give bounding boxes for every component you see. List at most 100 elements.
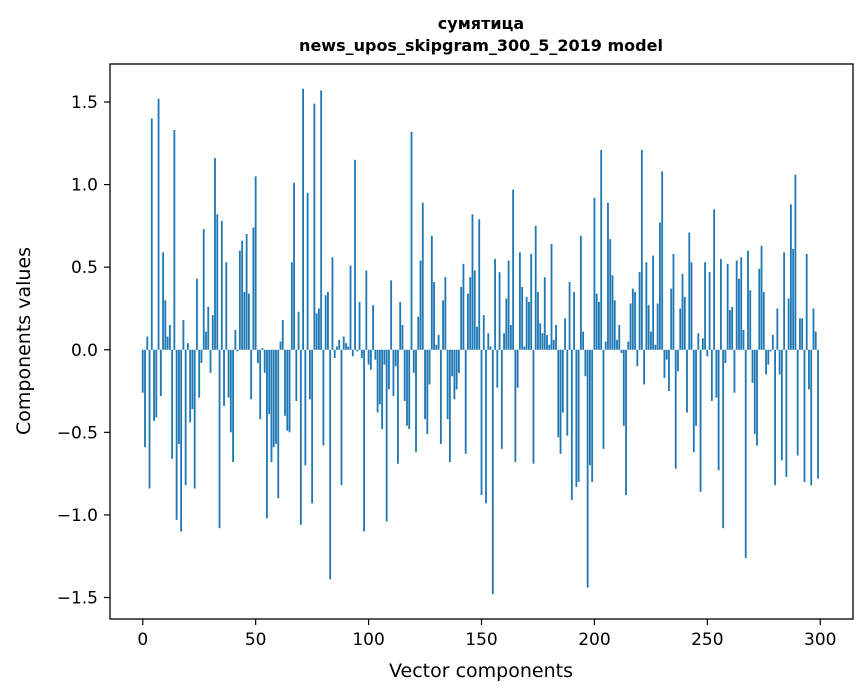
bar (209, 349, 212, 373)
bar (516, 349, 519, 388)
bar (448, 349, 451, 463)
bar (523, 346, 526, 350)
bar (257, 349, 259, 363)
bar (340, 349, 343, 486)
bar (586, 349, 589, 588)
bar (338, 339, 341, 350)
bar (187, 343, 189, 350)
bar (302, 88, 304, 350)
bar (354, 159, 356, 350)
y-tick-label: −1.5 (57, 589, 98, 609)
bar (464, 349, 467, 454)
bar (462, 263, 465, 350)
bar (683, 296, 686, 350)
bar (415, 349, 417, 453)
bar (347, 346, 350, 350)
bar (670, 288, 673, 350)
bar (243, 291, 246, 350)
bar (534, 225, 537, 350)
bar (579, 235, 582, 350)
bar (751, 349, 754, 383)
bar (528, 301, 530, 350)
bar (778, 349, 781, 375)
bar (272, 349, 275, 448)
y-tick-label: 1.0 (71, 176, 98, 196)
bar (548, 344, 551, 350)
bar (351, 349, 354, 357)
bar (390, 280, 393, 350)
bar (238, 250, 241, 350)
bar (166, 336, 169, 350)
bar (677, 349, 679, 372)
bar (740, 257, 743, 350)
bar (327, 291, 329, 350)
bar (765, 349, 767, 375)
bar (780, 349, 783, 461)
bar (406, 349, 408, 426)
bar (681, 273, 684, 350)
bar (250, 349, 253, 400)
bar (618, 324, 621, 350)
bar (701, 338, 704, 350)
bar (424, 349, 426, 420)
bar (722, 349, 725, 529)
bar (485, 349, 487, 504)
bar (460, 286, 463, 350)
bar (792, 249, 795, 350)
bars-group (141, 88, 819, 595)
bar (577, 349, 580, 482)
bar (218, 349, 221, 529)
bar (184, 349, 187, 486)
bar (543, 277, 546, 350)
bar (164, 300, 167, 350)
bar (769, 349, 772, 352)
bar (225, 262, 228, 350)
bar (428, 349, 431, 385)
bar (207, 306, 210, 350)
bar (191, 349, 194, 410)
bar (753, 349, 756, 434)
x-tick-label: 50 (245, 630, 267, 650)
bar (421, 202, 424, 350)
bar (333, 349, 336, 359)
bar (279, 341, 282, 350)
bar (629, 303, 632, 350)
bar (482, 315, 485, 350)
bar (342, 336, 345, 350)
x-tick-label: 200 (578, 630, 610, 650)
bar (735, 260, 738, 350)
bar (552, 339, 555, 350)
bar (345, 343, 347, 350)
bar (159, 349, 162, 397)
bar (566, 349, 569, 436)
bar (688, 232, 691, 350)
bar (514, 349, 517, 463)
bar (403, 349, 406, 401)
bar (692, 349, 695, 453)
bar (747, 250, 749, 350)
bar (654, 344, 657, 350)
bar (157, 98, 160, 350)
bar (541, 333, 544, 350)
bar (193, 349, 196, 489)
bar (537, 291, 539, 350)
bar (589, 349, 591, 466)
bar (173, 130, 176, 350)
bar (744, 349, 747, 558)
bar (444, 277, 447, 350)
bar (817, 349, 819, 479)
bar (306, 192, 309, 350)
bar (288, 349, 291, 433)
bar (453, 349, 456, 400)
bar (349, 265, 352, 350)
bar (155, 349, 158, 418)
bar (649, 331, 652, 350)
bar (663, 349, 666, 378)
bar (762, 291, 765, 350)
bar (573, 291, 575, 350)
bar (378, 349, 381, 405)
bar (609, 239, 612, 350)
bar (559, 349, 562, 454)
y-axis-label: Components values (13, 247, 35, 435)
